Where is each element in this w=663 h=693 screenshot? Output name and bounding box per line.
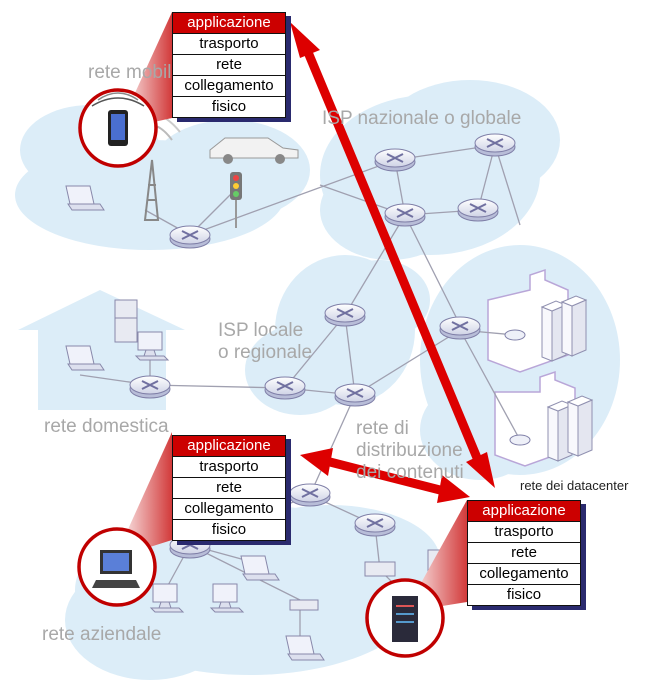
car-icon — [209, 137, 299, 164]
layer-physical: fisico — [468, 584, 580, 605]
label-mobile-network: rete mobile — [88, 62, 182, 83]
arrow-enterprise-to-datacenter — [300, 448, 470, 503]
layer-network: rete — [468, 542, 580, 563]
label-home-network: rete domestica — [44, 416, 169, 437]
protocol-stack-enterprise: applicazione trasporto rete collegamento… — [172, 435, 286, 541]
layer-transport: trasporto — [173, 456, 285, 477]
layer-application: applicazione — [173, 13, 285, 33]
layer-link: collegamento — [173, 498, 285, 519]
arrow-mobile-to-datacenter — [290, 22, 495, 488]
protocol-stack-datacenter: applicazione trasporto rete collegamento… — [467, 500, 581, 606]
host-desktop — [77, 527, 157, 607]
host-smartphone — [78, 88, 158, 168]
mobile-devices — [65, 112, 299, 228]
cloud-mobile — [15, 105, 310, 250]
layer-link: collegamento — [173, 75, 285, 96]
label-enterprise-network: rete aziendale — [42, 624, 162, 645]
layer-link: collegamento — [468, 563, 580, 584]
protocol-stack-mobile: applicazione trasporto rete collegamento… — [172, 12, 286, 118]
label-cdn-line2: distribuzione — [356, 440, 463, 461]
layer-physical: fisico — [173, 96, 285, 117]
layer-network: rete — [173, 54, 285, 75]
layer-application: applicazione — [173, 436, 285, 456]
label-cdn: rete di distribuzione dei contenuti — [356, 418, 464, 484]
traffic-light-icon — [230, 172, 242, 228]
layer-network: rete — [173, 477, 285, 498]
layer-transport: trasporto — [468, 521, 580, 542]
label-isp-local: ISP locale o regionale — [218, 320, 312, 364]
host-server — [365, 578, 445, 658]
layer-transport: trasporto — [173, 33, 285, 54]
label-cdn-line3: dei contenuti — [356, 462, 464, 483]
home-devices — [65, 299, 169, 371]
label-cdn-line1: rete di — [356, 418, 409, 439]
layer-application: applicazione — [468, 501, 580, 521]
datacenter-switches — [504, 329, 531, 446]
label-isp-global: ISP nazionale o globale — [322, 108, 522, 129]
label-isp-local-line1: ISP locale — [218, 320, 304, 341]
label-datacenter-network: rete dei datacenter — [520, 478, 629, 493]
label-isp-local-line2: o regionale — [218, 342, 313, 363]
layer-physical: fisico — [173, 519, 285, 540]
